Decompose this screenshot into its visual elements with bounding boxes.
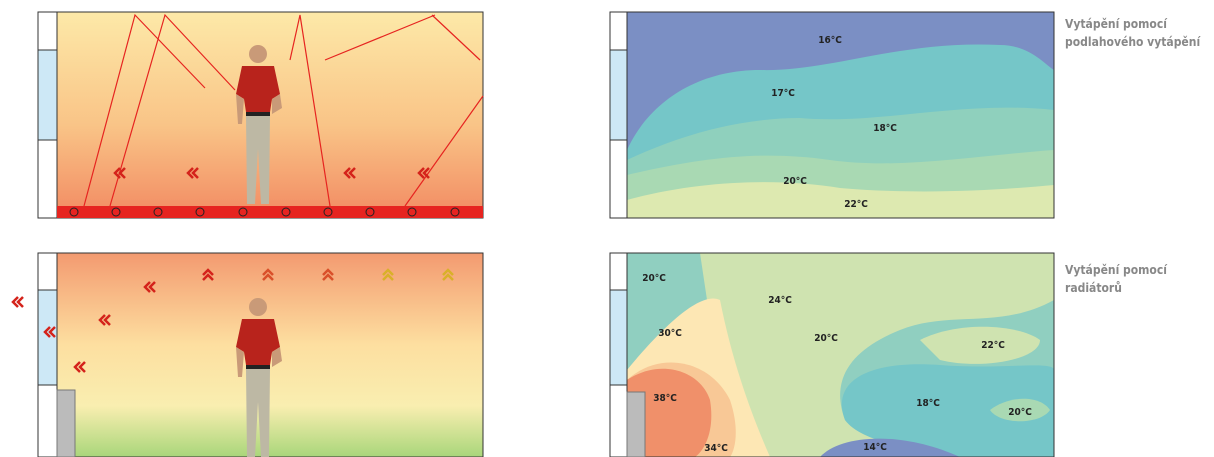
- temperature-label: 38°C: [653, 393, 677, 404]
- temperature-label: 18°C: [873, 123, 897, 134]
- caption: Vytápění pomocí: [1065, 263, 1168, 277]
- temperature-labels: 16°C 17°C 18°C 20°C 22°C 20°C 24°C 30°C …: [642, 35, 1032, 454]
- captions: Vytápění pomocí podlahového vytápění Vyt…: [1065, 17, 1201, 295]
- temperature-label: 20°C: [814, 333, 838, 344]
- temperature-label: 34°C: [704, 443, 728, 454]
- temperature-label: 20°C: [642, 273, 666, 284]
- temperature-label: 14°C: [863, 442, 887, 453]
- temperature-label: 18°C: [916, 398, 940, 409]
- caption: Vytápění pomocí: [1065, 17, 1168, 31]
- temperature-label: 17°C: [771, 88, 795, 99]
- temperature-label: 20°C: [1008, 407, 1032, 418]
- temperature-label: 16°C: [818, 35, 842, 46]
- radiator-scene: [11, 252, 484, 457]
- temperature-label: 20°C: [783, 176, 807, 187]
- temperature-label: 30°C: [658, 328, 682, 339]
- floor-heating-contour: [609, 11, 1055, 219]
- radiator-contour: [609, 252, 1055, 457]
- caption: podlahového vytápění: [1065, 35, 1201, 49]
- caption: radiátorů: [1065, 281, 1122, 295]
- temperature-label: 22°C: [981, 340, 1005, 351]
- floor-heating-scene: [37, 11, 484, 219]
- temperature-label: 24°C: [768, 295, 792, 306]
- temperature-label: 22°C: [844, 199, 868, 210]
